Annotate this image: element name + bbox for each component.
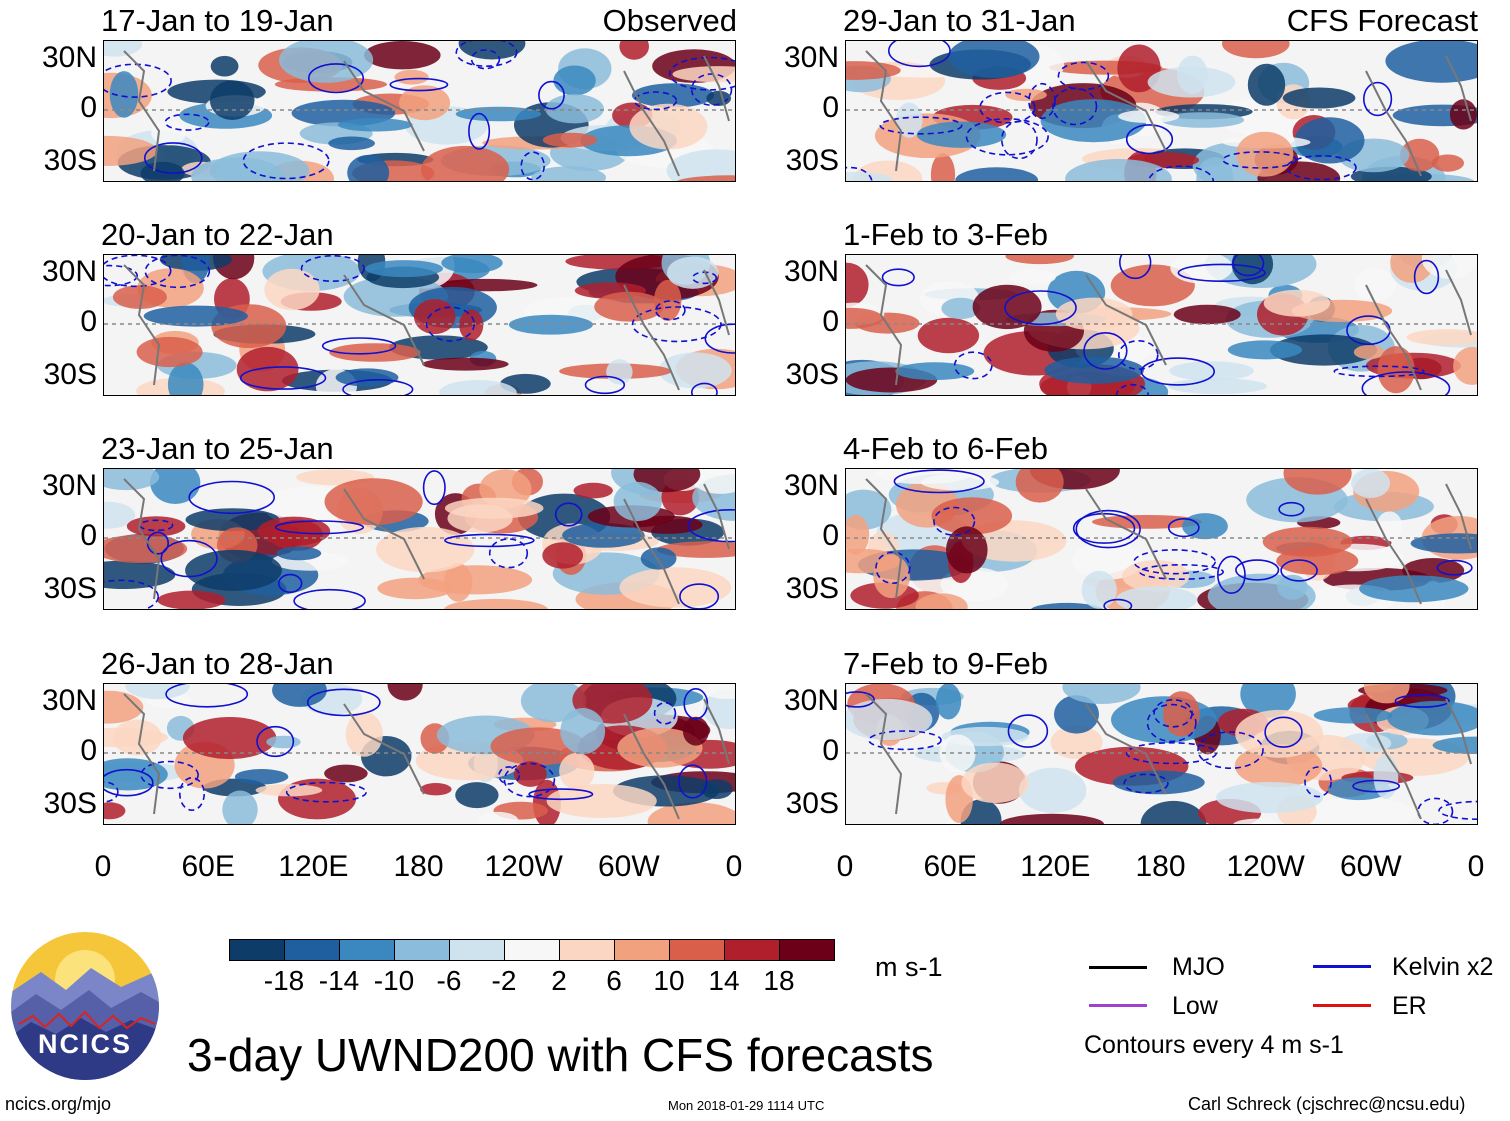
figure-title: 3-day UWND200 with CFS forecasts — [187, 1029, 934, 1081]
colorbar-swatch — [229, 939, 285, 961]
colorbar-swatch — [504, 939, 560, 961]
right-panel-3-map — [845, 468, 1478, 610]
left-panel-1-lat-label: 30S — [43, 144, 97, 177]
colorbar-swatch — [284, 939, 340, 961]
low-legend-label: Low — [1172, 992, 1218, 1020]
colorbar-swatch — [614, 939, 670, 961]
left-lon-label: 120E — [278, 850, 349, 883]
right-panel-3-lat-label: 0 — [822, 519, 839, 552]
colorbar-tick-label: -2 — [491, 965, 517, 996]
left-panel-3-map — [103, 468, 736, 610]
observed-label: Observed — [602, 3, 737, 38]
footer-timestamp: Mon 2018-01-29 1114 UTC — [668, 1098, 825, 1113]
er-legend-label: ER — [1392, 992, 1427, 1020]
left-panel-2-lat-label: 30N — [41, 255, 97, 288]
colorbar-swatch — [559, 939, 615, 961]
left-lon-label: 60E — [181, 850, 235, 883]
footer-url[interactable]: ncics.org/mjo — [5, 1094, 112, 1114]
colorbar-tick-label: 2 — [551, 965, 567, 996]
left-panel-3-lat-label: 0 — [80, 519, 97, 552]
right-panel-2-map — [845, 254, 1478, 396]
colorbar-swatch — [724, 939, 780, 961]
right-panel-4-map — [845, 683, 1478, 825]
left-panel-3-title: 23-Jan to 25-Jan — [101, 431, 334, 466]
right-panel-2-lat-label: 30S — [785, 358, 839, 391]
colorbar-swatch — [669, 939, 725, 961]
left-panel-3-lat-label: 30N — [41, 469, 97, 502]
logo-text: NCICS — [37, 1029, 132, 1059]
right-lon-label: 180 — [1135, 850, 1186, 883]
colorbar-tick-label: -14 — [318, 965, 360, 996]
left-lon-label: 0 — [94, 850, 112, 883]
right-panel-1-title: 29-Jan to 31-Jan — [843, 3, 1076, 38]
colorbar-swatch — [339, 939, 395, 961]
right-panel-4-title: 7-Feb to 9-Feb — [843, 646, 1049, 681]
left-panel-2-lat-label: 0 — [80, 305, 97, 338]
low-legend-line — [1089, 1004, 1147, 1007]
left-panel-2-map — [103, 254, 736, 396]
right-panel-1-lat-label: 0 — [822, 91, 839, 124]
colorbar-tick-label: -6 — [436, 965, 462, 996]
left-panel-1-title: 17-Jan to 19-Jan — [101, 3, 334, 38]
colorbar-swatch — [779, 939, 835, 961]
mjo-legend-line — [1089, 966, 1147, 969]
left-lon-label: 180 — [393, 850, 444, 883]
mjo-legend-label: MJO — [1172, 953, 1225, 981]
kelvin-legend-label: Kelvin x2 — [1392, 953, 1494, 981]
right-panel-2-title: 1-Feb to 3-Feb — [843, 217, 1049, 252]
left-lon-label: 60W — [597, 850, 660, 883]
right-panel-1-lat-label: 30S — [785, 144, 839, 177]
left-panel-1-lat-label: 0 — [80, 91, 97, 124]
er-legend-line — [1313, 1004, 1371, 1007]
left-panel-2-lat-label: 30S — [43, 358, 97, 391]
right-lon-label: 0 — [1467, 850, 1485, 883]
cfs-forecast-label: CFS Forecast — [1286, 3, 1478, 38]
colorbar-tick-label: 18 — [763, 965, 795, 996]
right-lon-label: 0 — [836, 850, 854, 883]
colorbar-swatch — [394, 939, 450, 961]
left-panel-1-map — [103, 40, 736, 182]
left-panel-4-title: 26-Jan to 28-Jan — [101, 646, 334, 681]
colorbar-tick-label: 14 — [708, 965, 740, 996]
colorbar-tick-label: -10 — [373, 965, 415, 996]
right-panel-1-lat-label: 30N — [783, 41, 839, 74]
contour-interval-note: Contours every 4 m s-1 — [1084, 1031, 1344, 1059]
left-panel-4-lat-label: 30N — [41, 684, 97, 717]
colorbar-tick-label: -18 — [263, 965, 305, 996]
right-panel-2-lat-label: 0 — [822, 305, 839, 338]
right-panel-4-lat-label: 30N — [783, 684, 839, 717]
right-panel-2-lat-label: 30N — [783, 255, 839, 288]
ncics-logo: NCICS — [11, 932, 159, 1080]
right-panel-4-lat-label: 0 — [822, 734, 839, 767]
colorbar-tick-label: 6 — [606, 965, 622, 996]
right-panel-3-lat-label: 30S — [785, 572, 839, 605]
left-panel-3-lat-label: 30S — [43, 572, 97, 605]
right-lon-label: 120E — [1020, 850, 1091, 883]
right-lon-label: 60W — [1339, 850, 1402, 883]
right-lon-label: 120W — [1226, 850, 1305, 883]
left-panel-4-lat-label: 0 — [80, 734, 97, 767]
right-panel-3-lat-label: 30N — [783, 469, 839, 502]
colorbar-tick-label: 10 — [653, 965, 685, 996]
kelvin-legend-line — [1313, 965, 1371, 968]
footer-author: Carl Schreck (cjschrec@ncsu.edu) — [1188, 1094, 1466, 1114]
right-panel-3-title: 4-Feb to 6-Feb — [843, 431, 1049, 466]
left-panel-4-map — [103, 683, 736, 825]
units-label: m s-1 — [875, 952, 943, 982]
right-panel-1-map — [845, 40, 1478, 182]
right-lon-label: 60E — [923, 850, 977, 883]
colorbar-swatch — [449, 939, 505, 961]
left-panel-4-lat-label: 30S — [43, 787, 97, 820]
left-lon-label: 120W — [484, 850, 563, 883]
left-panel-1-lat-label: 30N — [41, 41, 97, 74]
right-panel-4-lat-label: 30S — [785, 787, 839, 820]
left-panel-2-title: 20-Jan to 22-Jan — [101, 217, 334, 252]
left-lon-label: 0 — [725, 850, 743, 883]
